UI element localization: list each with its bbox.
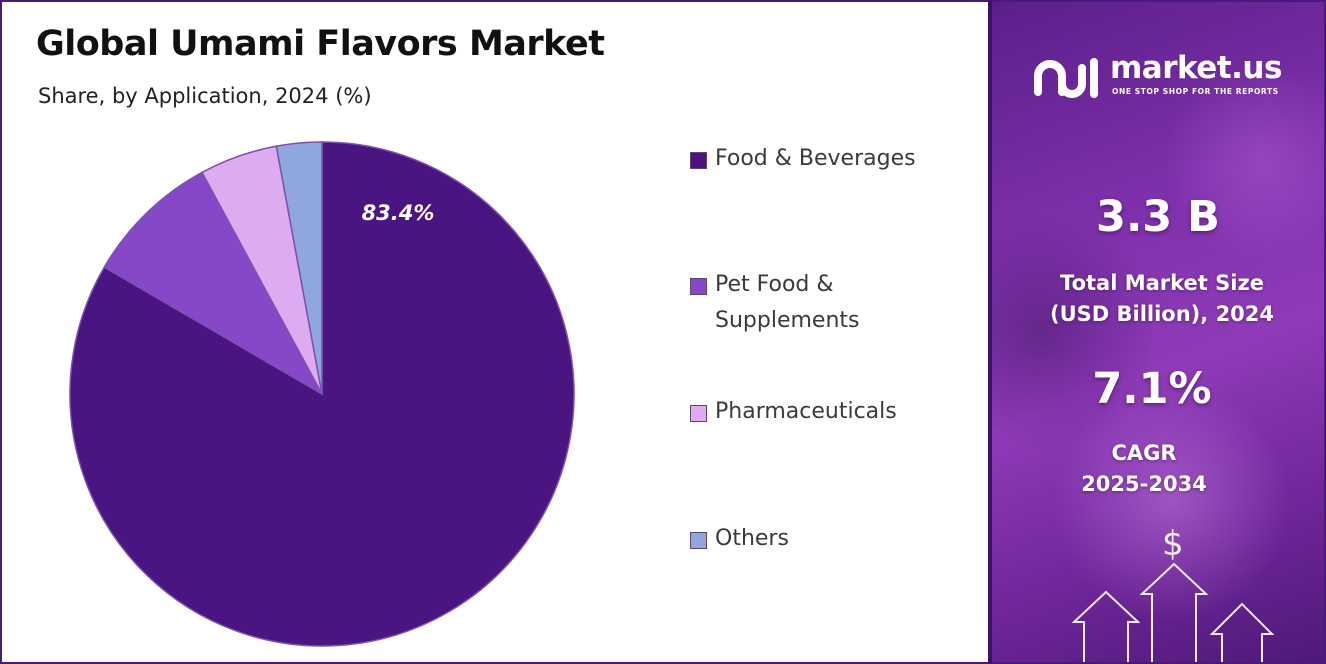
legend-label: Pharmaceuticals	[715, 399, 897, 424]
pie-chart: 83.4%	[69, 141, 575, 647]
cagr-label-line2: 2025-2034	[1081, 472, 1207, 496]
brand-name: market.us	[1110, 50, 1282, 86]
market-size-value: 3.3 B	[1096, 192, 1220, 242]
legend-label: Others	[715, 526, 789, 551]
legend-item-pet-food-supplements: Pet Food & Supplements	[690, 272, 965, 339]
market-size-label: Total Market Size (USD Billion), 2024	[992, 268, 1324, 330]
background-glow	[1162, 62, 1324, 262]
cagr-value: 7.1%	[1092, 364, 1212, 414]
cagr-label-line1: CAGR	[1111, 441, 1177, 465]
market-size-label-line1: Total Market Size	[1060, 271, 1264, 295]
market-us-logo: market.us ONE STOP SHOP FOR THE REPORTS	[1032, 50, 1312, 110]
chart-legend: Food & Beverages Pet Food & Supplements …	[690, 2, 980, 662]
legend-item-others: Others	[690, 526, 965, 557]
dollar-icon: $	[1162, 524, 1184, 564]
panel-divider	[988, 0, 992, 664]
legend-swatch	[690, 278, 707, 295]
legend-swatch	[690, 405, 707, 422]
legend-swatch	[690, 152, 707, 169]
legend-item-food-beverages: Food & Beverages	[690, 146, 965, 177]
summary-panel: market.us ONE STOP SHOP FOR THE REPORTS …	[992, 2, 1324, 662]
chart-subtitle: Share, by Application, 2024 (%)	[38, 84, 372, 108]
cagr-label: CAGR 2025-2034	[992, 438, 1314, 500]
pie-slice-others	[275, 141, 323, 395]
legend-label: Pet Food & Supplements	[715, 272, 860, 333]
market-size-label-line2: (USD Billion), 2024	[1049, 302, 1275, 326]
pie-slice-pet-food-and-supplements	[103, 171, 324, 396]
background-glow	[1052, 382, 1292, 622]
legend-swatch	[690, 532, 707, 549]
logo-icon	[1034, 58, 1098, 98]
growth-arrows-icon	[1071, 562, 1275, 662]
pie-data-label-food-and-beverages: 83.4%	[362, 201, 435, 225]
legend-item-pharmaceuticals: Pharmaceuticals	[690, 399, 965, 430]
brand-tagline: ONE STOP SHOP FOR THE REPORTS	[1112, 87, 1279, 96]
chart-title: Global Umami Flavors Market	[36, 24, 605, 64]
legend-label: Food & Beverages	[715, 146, 916, 171]
chart-panel: Global Umami Flavors Market Share, by Ap…	[2, 2, 988, 662]
